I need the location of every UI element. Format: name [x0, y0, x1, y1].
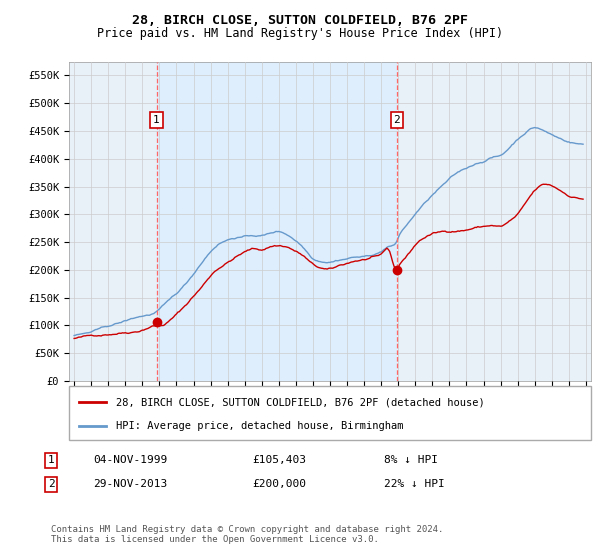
Text: 8% ↓ HPI: 8% ↓ HPI	[384, 455, 438, 465]
Text: 1: 1	[47, 455, 55, 465]
FancyBboxPatch shape	[69, 386, 591, 440]
Text: 28, BIRCH CLOSE, SUTTON COLDFIELD, B76 2PF (detached house): 28, BIRCH CLOSE, SUTTON COLDFIELD, B76 2…	[116, 398, 485, 407]
Text: 2: 2	[394, 115, 400, 125]
Text: 2: 2	[47, 479, 55, 489]
Text: 04-NOV-1999: 04-NOV-1999	[93, 455, 167, 465]
Text: £200,000: £200,000	[252, 479, 306, 489]
Text: Contains HM Land Registry data © Crown copyright and database right 2024.
This d: Contains HM Land Registry data © Crown c…	[51, 525, 443, 544]
Text: £105,403: £105,403	[252, 455, 306, 465]
Text: 22% ↓ HPI: 22% ↓ HPI	[384, 479, 445, 489]
Text: Price paid vs. HM Land Registry's House Price Index (HPI): Price paid vs. HM Land Registry's House …	[97, 27, 503, 40]
Bar	[157, 62, 397, 381]
Text: 29-NOV-2013: 29-NOV-2013	[93, 479, 167, 489]
Text: HPI: Average price, detached house, Birmingham: HPI: Average price, detached house, Birm…	[116, 421, 403, 431]
Text: 1: 1	[153, 115, 160, 125]
Text: 28, BIRCH CLOSE, SUTTON COLDFIELD, B76 2PF: 28, BIRCH CLOSE, SUTTON COLDFIELD, B76 2…	[132, 14, 468, 27]
